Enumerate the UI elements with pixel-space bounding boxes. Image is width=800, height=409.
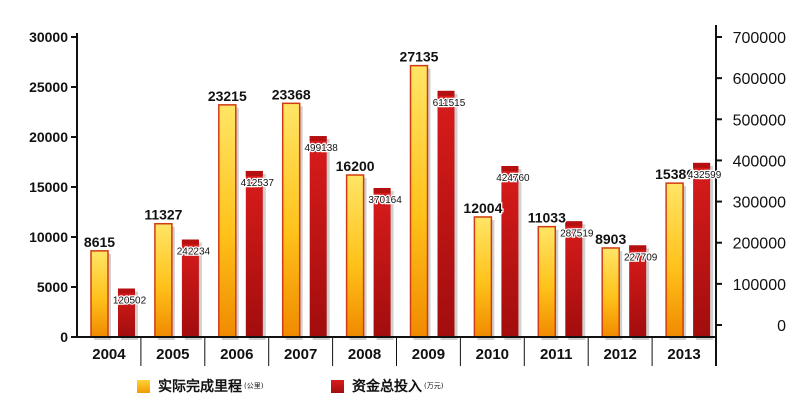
x-tick-label: 2008 xyxy=(348,346,381,363)
bar-mileage xyxy=(473,216,493,338)
y-right-tick-label: 0 xyxy=(777,318,786,335)
data-label-investment: 120502 xyxy=(113,295,147,306)
y-left-tick-label: 15000 xyxy=(29,179,68,195)
bar-investment-cap xyxy=(118,288,135,294)
x-tick-label: 2010 xyxy=(476,346,509,363)
data-label-mileage: 12004 xyxy=(463,200,502,216)
bar-investment-cap xyxy=(437,90,455,96)
bar-investment xyxy=(118,288,135,337)
data-label-mileage: 15386 xyxy=(655,166,694,182)
bar-investment-cap xyxy=(181,239,199,245)
x-tick-label: 2005 xyxy=(156,346,189,363)
data-label-mileage: 23368 xyxy=(272,86,311,102)
data-label-mileage: 11327 xyxy=(144,207,182,223)
bar-investment xyxy=(565,221,583,337)
legend: 实际完成里程 (公里) 资金总投入 (万元) xyxy=(0,376,800,400)
data-label-investment: 499138 xyxy=(305,143,339,154)
bar-investment-cap xyxy=(501,166,519,172)
y-right-tick-label: 100000 xyxy=(733,277,786,294)
y-left-tick-label: 10000 xyxy=(29,229,68,245)
bar-investment xyxy=(373,188,391,337)
bar-investment xyxy=(693,162,711,337)
x-tick-label: 2007 xyxy=(284,346,317,363)
x-tick-label: 2013 xyxy=(667,346,700,363)
y-left-tick-label: 5000 xyxy=(37,279,68,295)
bar-investment-cap xyxy=(629,245,647,251)
bar-investment-cap xyxy=(309,136,327,142)
data-label-mileage: 8903 xyxy=(595,231,626,247)
data-label-investment: 611515 xyxy=(433,98,466,109)
data-label-investment: 432599 xyxy=(688,170,722,181)
bar-investment-cap xyxy=(245,170,263,176)
data-label-mileage: 23215 xyxy=(208,88,247,104)
x-tick-label: 2006 xyxy=(220,346,253,363)
y-left-tick-label: 0 xyxy=(60,329,68,345)
bar-mileage xyxy=(345,174,365,338)
bar-investment xyxy=(629,245,647,337)
bar-mileage xyxy=(281,102,301,338)
y-right-tick-label: 200000 xyxy=(733,236,786,253)
data-label-investment: 424760 xyxy=(496,173,530,184)
bar-investment-cap xyxy=(565,221,583,227)
bar-investment xyxy=(501,166,519,337)
y-right-tick-label: 700000 xyxy=(733,30,786,47)
bar-mileage xyxy=(218,104,237,338)
bar-mileage xyxy=(665,182,684,338)
y-right-tick-label: 600000 xyxy=(733,71,786,88)
y-left-tick-label: 25000 xyxy=(29,79,68,95)
bar-mileage xyxy=(154,222,173,338)
data-label-investment: 287519 xyxy=(560,228,594,239)
bar-investment xyxy=(181,239,199,337)
data-label-investment: 227709 xyxy=(624,252,658,263)
x-tick-label: 2011 xyxy=(540,346,573,363)
bar-investment xyxy=(437,90,455,338)
data-label-investment: 370164 xyxy=(368,195,402,206)
bar-investment xyxy=(309,136,327,337)
data-label-mileage: 8615 xyxy=(84,234,115,250)
x-tick-label: 2012 xyxy=(603,346,636,363)
legend-swatch-mileage xyxy=(137,379,150,393)
x-tick-label: 2009 xyxy=(412,346,445,363)
bar-mileage xyxy=(537,225,557,338)
x-tick-label: 2004 xyxy=(92,346,126,363)
bar-investment xyxy=(245,170,263,337)
y-right-tick-label: 400000 xyxy=(733,153,786,170)
bar-mileage xyxy=(601,247,620,338)
bar-mileage xyxy=(409,64,429,338)
legend-item-mileage: 实际完成里程 (公里) xyxy=(137,376,263,396)
legend-label-mileage: 实际完成里程 xyxy=(158,379,242,395)
legend-unit-investment: (万元) xyxy=(424,382,444,390)
bar-investment-cap xyxy=(693,162,711,168)
y-left-tick-label: 30000 xyxy=(29,29,68,45)
data-label-investment: 412537 xyxy=(241,178,275,189)
data-label-mileage: 11033 xyxy=(528,210,566,226)
data-label-investment: 242234 xyxy=(177,247,211,258)
legend-label-investment: 资金总投入 xyxy=(352,379,422,395)
bar-mileage xyxy=(90,250,109,338)
legend-swatch-investment xyxy=(331,379,344,393)
data-label-mileage: 16200 xyxy=(336,158,375,174)
legend-unit-mileage: (公里) xyxy=(244,382,264,390)
y-left-tick-label: 20000 xyxy=(29,129,68,145)
y-right-tick-label: 500000 xyxy=(733,112,786,129)
legend-item-investment: 资金总投入 (万元) xyxy=(331,376,443,396)
y-right-tick-label: 300000 xyxy=(733,195,786,212)
bar-investment-cap xyxy=(373,188,391,194)
data-label-mileage: 27135 xyxy=(400,49,439,65)
